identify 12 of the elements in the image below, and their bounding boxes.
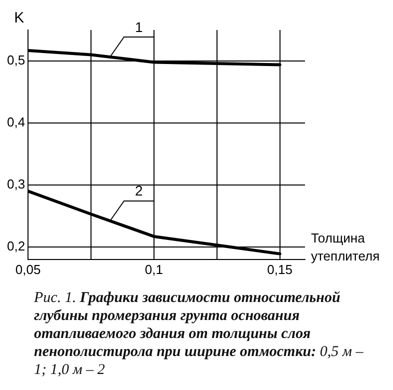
x-tick-label: 0,05 [15, 262, 41, 277]
caption: Рис. 1. Графики зависимости относительной глубины промерзания грунта основания отапливаемого здания от толщины слоя пенополистирола при ширине отмостки: 0,5 м – 1; 1,0 м – 2 [34, 289, 364, 379]
series-label: 1 [134, 18, 143, 35]
x-axis-title: Толщина утеплителя [311, 230, 380, 264]
y-axis-title: K [14, 10, 24, 27]
text: 2 [134, 182, 143, 199]
x-tick-label: 0,1 [144, 262, 163, 277]
y-tick-label: 0,3 [6, 176, 26, 192]
y-tick-label: 0,2 [6, 238, 26, 254]
y-tick-label: 0,5 [6, 52, 26, 68]
y-tick-label: 0,4 [6, 114, 26, 130]
x-tick-label: 0,15 [267, 262, 292, 277]
